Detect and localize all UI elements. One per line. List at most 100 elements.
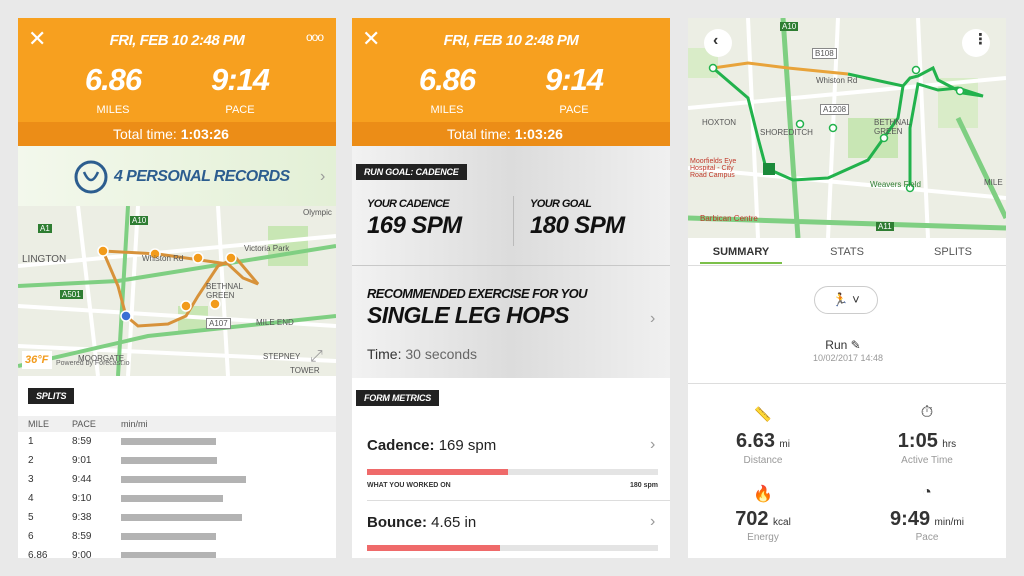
path-shape: [18, 206, 336, 376]
title: SPLITS: [28, 388, 75, 404]
distance-label: MILES: [96, 104, 130, 116]
div-shape: Run ✎: [825, 338, 861, 352]
distance-label: MILES: [430, 104, 464, 116]
value: 702: [735, 508, 769, 530]
menu-button[interactable]: ⋮: [973, 31, 988, 48]
screen-activity: ‹ ⋮ A10 B108 Whiston Rd HOXTON SHOREDITC…: [688, 18, 1006, 558]
progress-track: [367, 545, 658, 551]
time-label: Time:: [367, 346, 402, 362]
div-shape: [352, 265, 670, 266]
progress-track: [367, 469, 658, 475]
goal-section: [352, 146, 670, 378]
date: 10/02/2017 14:48: [812, 353, 884, 363]
g-shape: [708, 63, 965, 193]
time: 30 seconds: [405, 346, 477, 362]
tabs[interactable]: SPLITS: [934, 246, 972, 258]
date: FRI, FEB 10 2:48 PM: [109, 32, 245, 49]
labels: MILE END: [256, 318, 294, 327]
unit: mi: [779, 439, 790, 450]
records-band[interactable]: [18, 146, 336, 206]
split-mile: 5: [28, 512, 34, 523]
close-button[interactable]: ✕: [28, 26, 47, 51]
circle-shape: [225, 252, 237, 264]
name[interactable]: SINGLE LEG HOPS: [367, 302, 569, 328]
div-shape: ›: [320, 168, 326, 185]
splits-header: [18, 416, 336, 432]
rect-shape: [268, 226, 308, 266]
labels: LINGTON: [22, 254, 67, 265]
label: Distance: [743, 455, 783, 466]
split-pace: 9:44: [72, 474, 92, 485]
div-shape: [367, 500, 670, 501]
activity-type-button[interactable]: 🏃 ˅: [814, 286, 878, 314]
div-shape: ›: [650, 310, 656, 327]
div-shape: 702 kcal: [735, 508, 791, 531]
div-shape: Total time: 1:03:26: [447, 126, 563, 142]
labels: A1: [38, 224, 52, 233]
your-goal-label: YOUR GOAL: [530, 198, 592, 210]
split-mile: 1: [28, 436, 34, 447]
total-time: 1:03:26: [180, 126, 229, 142]
labels: HOXTON: [702, 118, 737, 127]
screen-summary: ✕ FRI, FEB 10 2:48 PM ooo 6.86 MILES 9:1…: [18, 18, 336, 558]
label: Active Time: [901, 455, 953, 466]
screen-form: ✕ FRI, FEB 10 2:48 PM 6.86 MILES 9:14 PA…: [352, 18, 670, 558]
pace: 9:14: [544, 62, 604, 97]
route-map: [18, 206, 336, 376]
divider: [513, 196, 514, 246]
laurel-icon: [74, 160, 108, 194]
expand-button[interactable]: ⤢: [310, 348, 323, 365]
close-button[interactable]: ✕: [362, 26, 381, 51]
div-shape: Total time: 1:03:26: [113, 126, 229, 142]
tab-underline: [700, 262, 782, 264]
split-mile: 4: [28, 493, 34, 504]
gauge-icon: ◔: [922, 484, 932, 501]
split-bar: [121, 495, 223, 502]
div-shape[interactable]: Bounce: 4.65 in: [367, 514, 476, 531]
total-time: 1:03:26: [514, 126, 563, 142]
progress-fill: [367, 545, 500, 551]
rect-shape: [22, 351, 52, 369]
tabs[interactable]: SUMMARY: [712, 246, 770, 258]
labels: TOWER: [290, 366, 320, 375]
back-button[interactable]: ‹: [713, 32, 719, 49]
tabs[interactable]: STATS: [830, 246, 864, 258]
split-mile: 3: [28, 474, 34, 485]
value: 6.63: [736, 430, 775, 452]
labels: Whiston Rd: [142, 254, 184, 263]
circle-shape: [74, 160, 108, 194]
circle-shape: [879, 133, 889, 143]
circle-shape: [149, 248, 161, 260]
split-pace: 8:59: [72, 436, 92, 447]
records: 4 PERSONAL RECORDS: [114, 168, 290, 185]
split-bar: [121, 533, 216, 540]
more-button[interactable]: ooo: [306, 30, 324, 44]
pace: 9:14: [210, 62, 270, 97]
div-shape[interactable]: Cadence: 169 spm: [367, 437, 496, 454]
labels: A11: [876, 222, 894, 231]
value: 169 spm: [438, 437, 497, 454]
split-mile: 6: [28, 531, 34, 542]
circle-shape: [97, 245, 109, 257]
split-mile: 2: [28, 455, 34, 466]
labels: Whiston Rd: [816, 76, 858, 85]
labels: Olympic: [303, 208, 332, 217]
labels: A10: [130, 216, 149, 225]
labels: BETHNAL GREEN: [206, 282, 243, 300]
route-map: [688, 18, 1006, 238]
labels: Moorfields Eye Hospital - City Road Camp…: [690, 158, 737, 179]
labels: SHOREDITCH: [760, 128, 813, 137]
split-pace: 8:59: [72, 531, 92, 542]
split-bar: [121, 438, 216, 445]
label: Energy: [747, 532, 779, 543]
your-cadence: 169 SPM: [367, 212, 462, 239]
labels: A10: [780, 22, 799, 31]
div-shape: ›: [650, 513, 656, 530]
labels: BETHNAL GREEN: [874, 118, 911, 136]
label: Bounce:: [367, 514, 427, 531]
labels: STEPNEY: [263, 352, 301, 361]
labels: Weavers Field: [870, 180, 921, 189]
split-pace: 9:00: [72, 550, 92, 558]
path-shape: [100, 249, 260, 328]
circle-shape: [192, 252, 204, 264]
